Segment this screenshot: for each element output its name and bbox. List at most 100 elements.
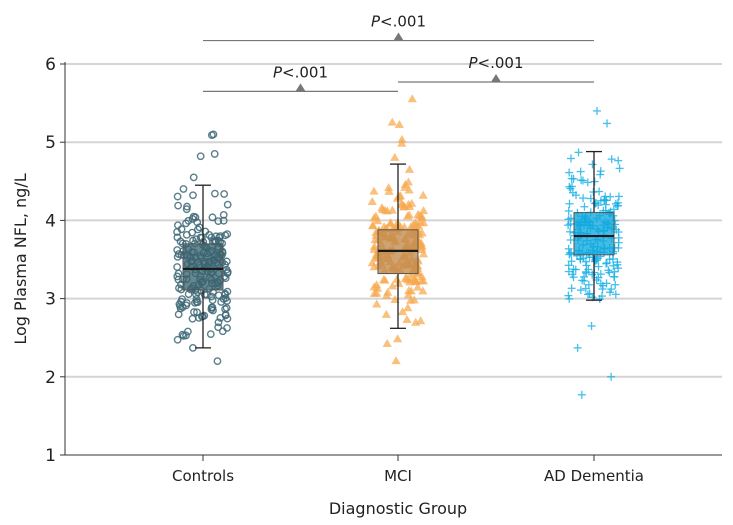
significance-brackets: P<.001 P<.001 P<.001 <box>203 13 594 92</box>
data-point <box>401 272 411 281</box>
data-point <box>564 244 573 253</box>
data-point <box>591 199 600 208</box>
boxes <box>182 150 615 349</box>
data-point <box>217 298 226 306</box>
data-point <box>372 288 382 297</box>
data-point <box>566 184 575 193</box>
data-point <box>387 281 398 290</box>
data-point <box>193 308 201 317</box>
data-point <box>380 205 390 214</box>
data-point <box>564 206 573 215</box>
p-value-label: P<.001 <box>468 54 523 72</box>
p-value-label: P<.001 <box>273 63 328 81</box>
data-point <box>402 314 412 323</box>
data-point <box>597 292 606 301</box>
y-tick-label: 3 <box>45 290 56 310</box>
data-point <box>216 314 225 322</box>
x-tick-label: AD Dementia <box>544 467 644 485</box>
data-point <box>174 201 182 210</box>
data-point <box>607 285 616 294</box>
data-point <box>394 119 404 128</box>
data-point <box>403 199 414 208</box>
data-point <box>214 217 223 226</box>
data-point <box>223 230 232 239</box>
data-point <box>182 230 191 239</box>
data-point <box>209 306 217 315</box>
data-point <box>179 185 188 193</box>
data-point <box>565 250 574 259</box>
data-point <box>397 200 408 209</box>
data-point <box>219 210 228 219</box>
data-point <box>223 287 232 296</box>
data-point <box>188 314 197 323</box>
data-point <box>607 155 616 164</box>
data-point <box>417 228 427 237</box>
data-point <box>393 334 403 343</box>
data-point <box>567 154 576 163</box>
data-point <box>418 190 428 199</box>
bracket-marker <box>393 32 404 41</box>
data-point <box>371 280 382 289</box>
y-tick-label: 2 <box>45 368 56 388</box>
data-point <box>182 331 190 340</box>
data-point <box>590 177 599 186</box>
data-point <box>214 323 223 332</box>
data-point <box>614 156 623 165</box>
data-point <box>418 249 429 258</box>
data-point <box>382 338 392 347</box>
data-point <box>584 280 593 289</box>
data-point <box>193 225 202 234</box>
data-point <box>583 290 592 299</box>
data-point <box>585 289 594 298</box>
data-point <box>614 264 623 273</box>
data-point <box>188 215 197 223</box>
data-point <box>174 310 183 319</box>
data-point <box>581 267 590 276</box>
gridlines <box>65 63 722 378</box>
data-point <box>402 211 413 220</box>
iqr-box <box>573 212 615 256</box>
y-tick-label: 4 <box>45 211 56 231</box>
data-point <box>203 290 211 299</box>
data-point <box>208 296 217 305</box>
data-point <box>595 187 604 196</box>
data-point <box>577 390 586 399</box>
data-point <box>220 190 229 198</box>
data-point <box>404 286 414 295</box>
data-point <box>588 160 597 169</box>
p-rest: <.001 <box>478 54 524 72</box>
data-point <box>207 131 216 140</box>
data-point <box>192 295 201 303</box>
data-point <box>189 191 197 200</box>
data-point <box>196 152 205 161</box>
data-point <box>583 178 592 187</box>
y-tick-labels: 1 2 3 4 5 6 <box>45 55 56 466</box>
data-point <box>381 309 391 318</box>
data-point <box>576 286 585 295</box>
data-point <box>566 235 575 244</box>
data-point <box>596 167 605 176</box>
y-axis-title: Log Plasma NFL, ng/L <box>11 173 30 344</box>
data-point <box>397 134 407 143</box>
data-point <box>208 213 217 222</box>
data-point <box>183 327 192 336</box>
data-point <box>184 216 193 225</box>
data-point <box>367 196 377 205</box>
data-point <box>184 290 193 298</box>
data-point <box>565 199 574 208</box>
data-point <box>400 179 410 188</box>
data-point <box>578 176 587 185</box>
data-point <box>615 164 624 173</box>
data-point <box>565 182 574 191</box>
data-point <box>175 284 183 293</box>
p-rest: <.001 <box>282 63 328 81</box>
data-point <box>216 232 225 241</box>
data-point <box>404 164 415 173</box>
data-point <box>569 273 578 282</box>
x-tick-label: Controls <box>172 467 234 485</box>
data-point <box>385 218 396 227</box>
data-point <box>418 286 428 295</box>
p-value-label: P<.001 <box>371 13 426 31</box>
data-point <box>571 265 580 274</box>
data-point <box>596 270 605 279</box>
